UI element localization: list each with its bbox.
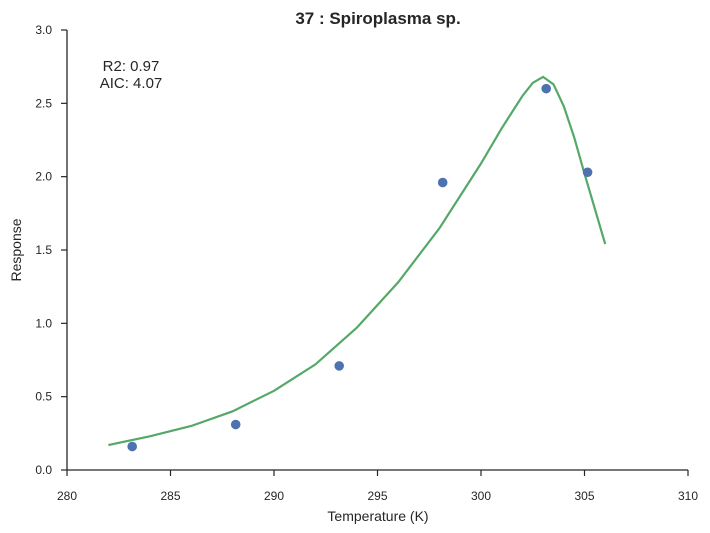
data-point	[437, 177, 448, 188]
y-tick-label: 0.0	[35, 463, 52, 477]
y-tick-label: 2.5	[35, 96, 52, 110]
data-point	[582, 167, 593, 178]
data-point	[334, 361, 345, 371]
y-axis-ticks: 0.0 0.5 1.0 1.5 2.0 2.5 3.0	[35, 23, 67, 477]
y-tick-label: 3.0	[35, 23, 52, 37]
r2-annotation: R2: 0.97	[103, 58, 160, 75]
y-tick-label: 1.5	[35, 243, 52, 257]
x-tick-label: 290	[264, 489, 284, 503]
x-tick-label: 285	[160, 489, 180, 503]
x-tick-label: 310	[678, 489, 698, 503]
data-point	[127, 441, 138, 452]
x-tick-label: 305	[574, 489, 594, 503]
x-tick-label: 280	[57, 489, 77, 503]
x-tick-label: 300	[471, 489, 491, 503]
chart-title: 37 : Spiroplasma sp.	[295, 9, 460, 28]
data-points	[127, 83, 593, 452]
x-axis-ticks: 280 285 290 295 300 305 310	[57, 470, 698, 503]
x-tick-label: 295	[367, 489, 387, 503]
y-tick-label: 2.0	[35, 170, 52, 184]
aic-annotation: AIC: 4.07	[100, 75, 163, 92]
fit-curve	[108, 75, 607, 447]
y-axis-label: Response	[8, 218, 24, 281]
data-point	[230, 419, 241, 430]
x-axis-label: Temperature (K)	[327, 508, 428, 524]
y-tick-label: 1.0	[35, 316, 52, 330]
y-tick-label: 0.5	[35, 390, 52, 404]
data-point	[541, 83, 552, 94]
